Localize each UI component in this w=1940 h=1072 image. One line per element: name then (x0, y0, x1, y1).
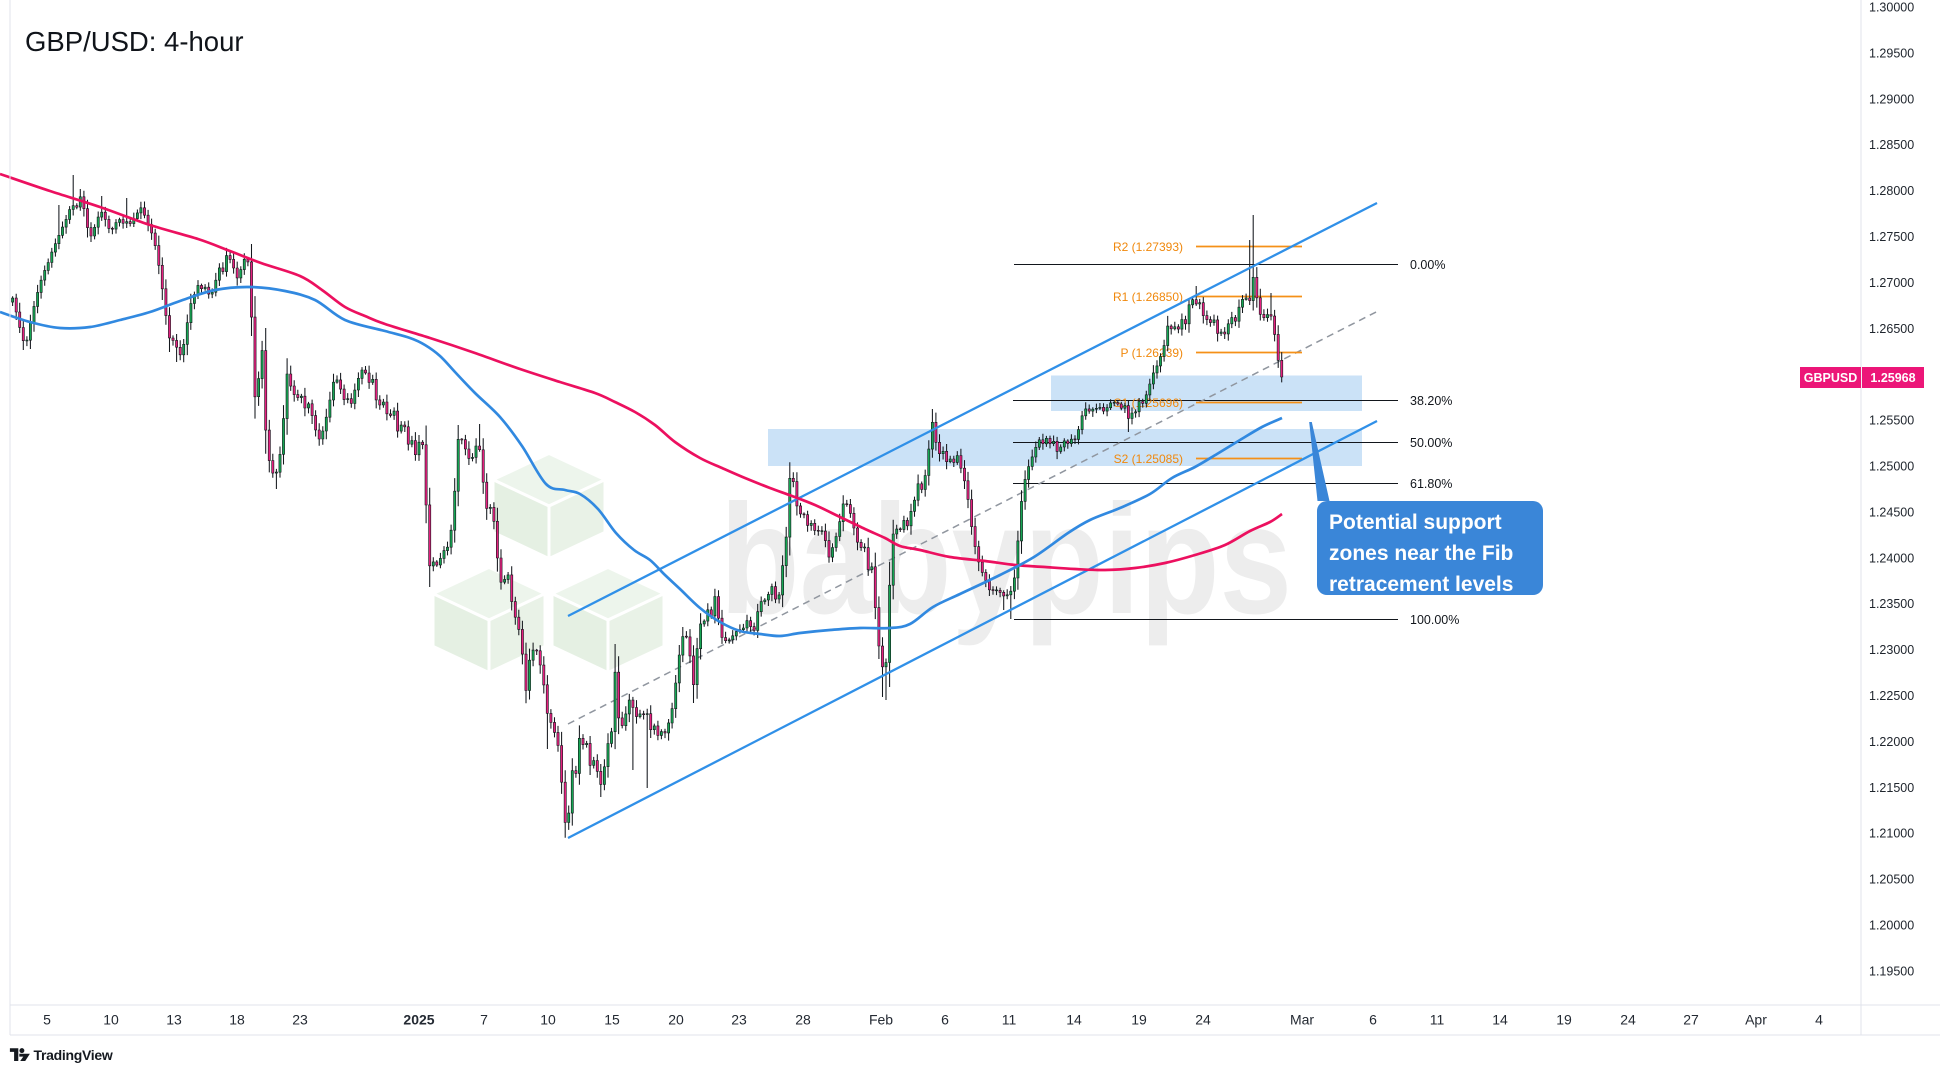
svg-text:23: 23 (731, 1012, 747, 1028)
svg-text:1.27000: 1.27000 (1869, 276, 1914, 290)
svg-text:1.22500: 1.22500 (1869, 689, 1914, 703)
svg-text:Apr: Apr (1745, 1012, 1767, 1028)
svg-text:R2 (1.27393): R2 (1.27393) (1113, 240, 1183, 254)
svg-text:19: 19 (1556, 1012, 1572, 1028)
svg-text:24: 24 (1620, 1012, 1636, 1028)
svg-text:GBP/USD: 4-hour: GBP/USD: 4-hour (25, 26, 244, 57)
svg-text:1.28500: 1.28500 (1869, 138, 1914, 152)
svg-text:R1 (1.26850): R1 (1.26850) (1113, 290, 1183, 304)
svg-text:5: 5 (43, 1012, 51, 1028)
svg-text:10: 10 (540, 1012, 556, 1028)
svg-text:6: 6 (1369, 1012, 1377, 1028)
svg-text:1.21500: 1.21500 (1869, 781, 1914, 795)
svg-text:61.80%: 61.80% (1410, 477, 1452, 491)
svg-text:P (1.26239): P (1.26239) (1121, 346, 1184, 360)
svg-text:1.30000: 1.30000 (1869, 1, 1914, 15)
svg-text:11: 11 (1430, 1012, 1445, 1028)
svg-text:1.29500: 1.29500 (1869, 46, 1914, 60)
svg-text:1.20500: 1.20500 (1869, 873, 1914, 887)
svg-text:1.27500: 1.27500 (1869, 230, 1914, 244)
svg-text:18: 18 (229, 1012, 245, 1028)
svg-text:6: 6 (941, 1012, 949, 1028)
svg-text:4: 4 (1815, 1012, 1823, 1028)
svg-text:15: 15 (604, 1012, 620, 1028)
svg-text:1.22000: 1.22000 (1869, 735, 1914, 749)
svg-text:0.00%: 0.00% (1410, 258, 1445, 272)
svg-text:24: 24 (1195, 1012, 1211, 1028)
svg-text:2025: 2025 (403, 1012, 434, 1028)
svg-text:1.23500: 1.23500 (1869, 597, 1914, 611)
svg-text:1.25500: 1.25500 (1869, 414, 1914, 428)
svg-text:100.00%: 100.00% (1410, 613, 1459, 627)
svg-text:1.23000: 1.23000 (1869, 643, 1914, 657)
svg-text:1.20000: 1.20000 (1869, 919, 1914, 933)
svg-text:7: 7 (480, 1012, 488, 1028)
svg-text:babypips: babypips (720, 473, 1292, 647)
svg-text:28: 28 (795, 1012, 811, 1028)
svg-text:1.25968: 1.25968 (1870, 371, 1915, 385)
svg-text:1.26500: 1.26500 (1869, 322, 1914, 336)
svg-text:TradingView: TradingView (34, 1047, 113, 1063)
svg-text:10: 10 (103, 1012, 119, 1028)
svg-text:S2 (1.25085): S2 (1.25085) (1114, 452, 1183, 466)
svg-text:38.20%: 38.20% (1410, 394, 1452, 408)
svg-text:Potential support: Potential support (1329, 511, 1502, 534)
svg-text:S1 (1.25696): S1 (1.25696) (1114, 396, 1183, 410)
svg-text:zones near the Fib: zones near the Fib (1329, 542, 1513, 565)
svg-text:13: 13 (166, 1012, 182, 1028)
svg-text:19: 19 (1131, 1012, 1147, 1028)
svg-text:1.21000: 1.21000 (1869, 827, 1914, 841)
svg-text:14: 14 (1492, 1012, 1508, 1028)
svg-text:Mar: Mar (1290, 1012, 1314, 1028)
svg-text:20: 20 (668, 1012, 684, 1028)
svg-text:1.28000: 1.28000 (1869, 184, 1914, 198)
svg-text:1.19500: 1.19500 (1869, 964, 1914, 978)
svg-text:27: 27 (1683, 1012, 1699, 1028)
svg-text:Feb: Feb (869, 1012, 893, 1028)
svg-text:retracement levels: retracement levels (1329, 573, 1513, 596)
svg-text:1.29000: 1.29000 (1869, 92, 1914, 106)
svg-text:50.00%: 50.00% (1410, 436, 1452, 450)
svg-text:GBPUSD: GBPUSD (1804, 371, 1857, 385)
svg-text:14: 14 (1066, 1012, 1082, 1028)
svg-text:11: 11 (1002, 1012, 1017, 1028)
svg-text:1.24500: 1.24500 (1869, 505, 1914, 519)
svg-text:1.25000: 1.25000 (1869, 460, 1914, 474)
svg-text:23: 23 (292, 1012, 308, 1028)
svg-text:1.24000: 1.24000 (1869, 551, 1914, 565)
